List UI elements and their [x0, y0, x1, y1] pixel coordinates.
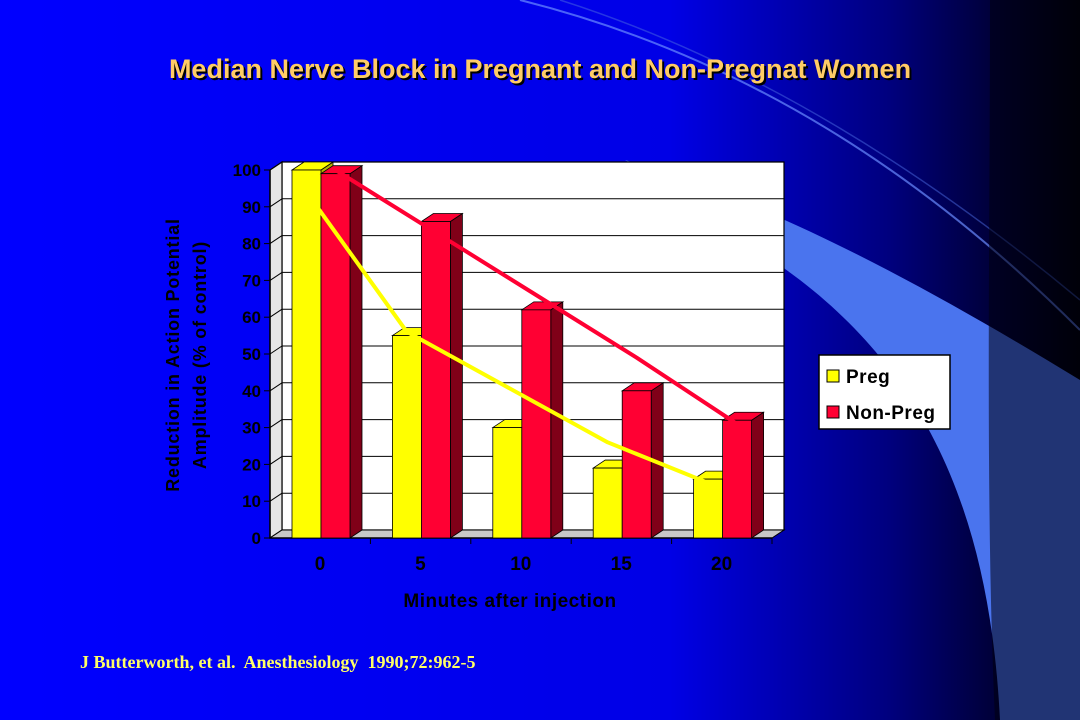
- x-tick-label: 20: [711, 554, 732, 575]
- legend: [818, 354, 951, 430]
- gridline-depth: [269, 382, 283, 392]
- bar: [291, 169, 322, 539]
- y-tick-label: 100: [233, 161, 261, 180]
- gridline-depth: [269, 161, 283, 171]
- bar-side: [349, 164, 363, 539]
- gridline-depth: [269, 492, 283, 502]
- x-tick-label: 15: [611, 554, 633, 575]
- y-tick-label: 30: [242, 419, 261, 438]
- bar-side: [449, 212, 463, 539]
- y-tick-label: 0: [252, 529, 261, 548]
- y-tick-label: 80: [242, 235, 261, 254]
- citation: J Butterworth, et al. Anesthesiology 199…: [80, 652, 476, 672]
- gridline-depth: [269, 455, 283, 465]
- gridline-depth: [269, 419, 283, 429]
- legend-swatch: [826, 369, 840, 383]
- legend-label: Non-Preg: [846, 403, 936, 424]
- y-tick-label: 20: [242, 455, 261, 474]
- x-tick-label: 10: [510, 554, 531, 575]
- bar: [420, 221, 451, 539]
- x-axis-label: Minutes after injection: [403, 591, 616, 612]
- y-axis-label: Reduction in Action Potential: [163, 218, 183, 492]
- bar: [492, 427, 523, 539]
- y-tick-label: 90: [242, 198, 261, 217]
- bar-side: [550, 301, 564, 539]
- gridline-depth: [269, 308, 283, 318]
- bar: [693, 478, 723, 539]
- bar: [621, 390, 652, 539]
- legend-label: Preg: [846, 367, 890, 388]
- y-tick-label: 10: [242, 492, 261, 511]
- trend-line: [334, 168, 739, 426]
- gridline-depth: [269, 345, 283, 355]
- y-tick-label: 70: [242, 271, 261, 290]
- bar: [722, 419, 752, 539]
- y-axis-label: Amplitude (% of control): [190, 241, 210, 469]
- x-tick-label: 5: [415, 554, 426, 575]
- y-tick-label: 40: [242, 382, 261, 401]
- gridline-depth: [269, 198, 283, 208]
- gridline-depth: [269, 271, 283, 281]
- decorative-dark-panel: [988, 0, 1080, 720]
- bar: [521, 309, 552, 539]
- bar: [592, 467, 623, 539]
- x-tick-label: 0: [315, 554, 326, 575]
- legend-swatch: [826, 405, 840, 419]
- trend-line: [304, 190, 709, 485]
- slide-title: Median Nerve Block in Pregnant and Non-P…: [168, 54, 912, 84]
- gridline-depth: [269, 235, 283, 245]
- bar: [391, 335, 422, 539]
- y-tick-label: 60: [242, 308, 261, 327]
- y-tick-label: 50: [242, 345, 261, 364]
- bar: [320, 173, 351, 539]
- bar-side: [751, 411, 764, 539]
